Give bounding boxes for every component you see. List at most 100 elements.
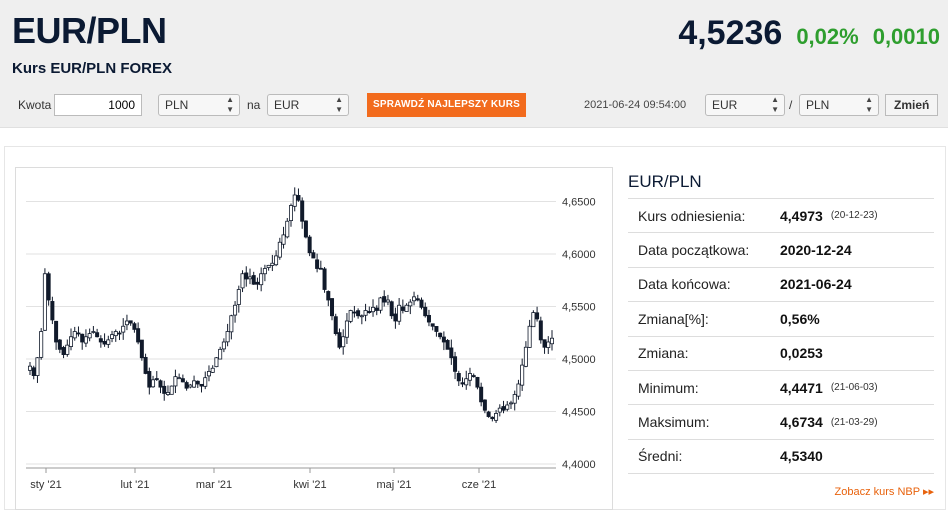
candle-body (83, 336, 88, 344)
candle-body (330, 298, 335, 317)
candle-body (423, 306, 428, 317)
change-pair-button[interactable]: Zmień (885, 94, 939, 116)
candle-body (184, 382, 189, 389)
candle-body (385, 299, 390, 303)
candle-body (322, 268, 327, 290)
candle-body (169, 385, 174, 395)
candle-body (367, 311, 372, 314)
candle-body (240, 273, 245, 289)
candle-body (132, 323, 137, 330)
candle-body (180, 378, 185, 383)
candle-body (449, 347, 454, 359)
candle-body (162, 385, 167, 394)
candle-body (206, 370, 211, 377)
candle-body (441, 336, 446, 343)
candle-body (124, 320, 129, 326)
x-tick-label: sty '21 (30, 479, 61, 491)
candle-body (505, 404, 510, 410)
candle-body (359, 315, 364, 318)
stats-value: 4,4973 (780, 207, 823, 224)
x-tick-label: kwi '21 (293, 479, 326, 491)
stats-row: Zmiana: 0,0253 (628, 337, 934, 371)
candle-body (318, 267, 323, 270)
candle-body (192, 380, 197, 388)
stats-label: Zmiana: (638, 345, 689, 362)
candle-body (512, 394, 517, 404)
amount-input[interactable] (54, 94, 142, 116)
stats-label: Data początkowa: (638, 242, 750, 259)
stats-row: Data początkowa: 2020-12-24 (628, 233, 934, 268)
candle-body (251, 275, 256, 285)
candle-body (121, 325, 126, 333)
converter-toolbar: Kwota PLN ▲▼ na EUR ▲▼ SPRAWDŹ NAJLEPSZY… (0, 92, 948, 120)
to-currency-select[interactable]: EUR ▲ ▼ (267, 94, 349, 116)
candle-body (333, 316, 338, 335)
candle-body (378, 297, 383, 311)
x-tick-label: cze '21 (462, 479, 497, 491)
candle-body (106, 339, 111, 345)
candle-body (535, 312, 540, 320)
select-arrows-icon: ▲ ▼ (771, 95, 779, 114)
to-label: na (247, 98, 261, 112)
stats-label: Średni: (638, 448, 683, 465)
candle-body (236, 289, 241, 305)
from-currency-select[interactable]: PLN ▲ ▼ (158, 94, 240, 116)
stats-row: Średni: 4,5340 (628, 440, 934, 475)
candle-body (456, 373, 461, 382)
select-arrows-icon: ▲ ▼ (865, 95, 873, 114)
candle-body (538, 320, 543, 341)
stats-date: (20-12-23) (830, 210, 878, 222)
candle-body (102, 340, 107, 345)
stats-value: 2021-06-24 (780, 276, 852, 293)
candle-body (397, 304, 402, 322)
stats-value: 4,6734 (780, 414, 823, 431)
candle-body (326, 291, 331, 301)
candle-body (173, 376, 178, 387)
candle-body (516, 383, 521, 397)
candle-body (356, 310, 361, 317)
candle-body (229, 315, 234, 333)
stats-panel: EUR/PLN Kurs odniesienia: 4,4973 (20-12-23… (628, 165, 934, 475)
candle-body (490, 416, 495, 420)
candle-body (482, 399, 487, 411)
candle-body (210, 367, 215, 373)
candle-body (382, 296, 387, 303)
candle-body (247, 276, 252, 280)
best-rate-button[interactable]: SPRAWDŹ NAJLEPSZY KURS (367, 93, 527, 117)
candle-body (262, 268, 267, 275)
candle-body (520, 364, 525, 386)
candle-body (430, 323, 435, 327)
candle-body (57, 339, 62, 350)
candle-body (199, 383, 204, 387)
from-currency-value: PLN (165, 98, 189, 112)
stats-row: Maksimum: 4,6734 (21-03-29) (628, 405, 934, 440)
candlestick-chart: 4,4000 4,4500 4,5000 4,5500 4,6000 4,6500 sty … (26, 187, 596, 491)
candle-body (151, 379, 156, 388)
nbp-rate-link[interactable]: Zobacz kurs NBP ▸▸ (834, 486, 934, 498)
to-currency-value: EUR (274, 98, 300, 112)
candle-body (277, 241, 282, 258)
change-percent: 0,02% (796, 24, 859, 49)
candle-body (292, 194, 297, 207)
y-tick-label: 4,4000 (562, 459, 596, 471)
stats-row: Data końcowa: 2021-06-24 (628, 268, 934, 303)
pair-quote-select[interactable]: PLN ▲ ▼ (799, 94, 879, 116)
candle-body (460, 382, 465, 385)
candle-body (412, 296, 417, 302)
candle-body (117, 332, 122, 335)
candle-body (389, 301, 394, 317)
pair-base-select[interactable]: EUR ▲ ▼ (705, 94, 785, 116)
candle-body (259, 273, 264, 286)
pair-quote-value: PLN (806, 98, 830, 112)
candle-body (46, 273, 51, 301)
quote-summary: 4,5236 0,02% 0,0010 (678, 14, 940, 53)
stats-label: Minimum: (638, 379, 699, 396)
x-tick-label: maj '21 (376, 479, 411, 491)
candle-body (527, 325, 532, 348)
candle-body (475, 376, 480, 388)
amount-label: Kwota (18, 98, 52, 112)
price-chart[interactable]: 4,4000 4,4500 4,5000 4,5500 4,6000 4,6500 sty … (15, 167, 613, 510)
candle-body (91, 331, 96, 333)
candle-body (136, 328, 141, 343)
candle-body (438, 332, 443, 338)
